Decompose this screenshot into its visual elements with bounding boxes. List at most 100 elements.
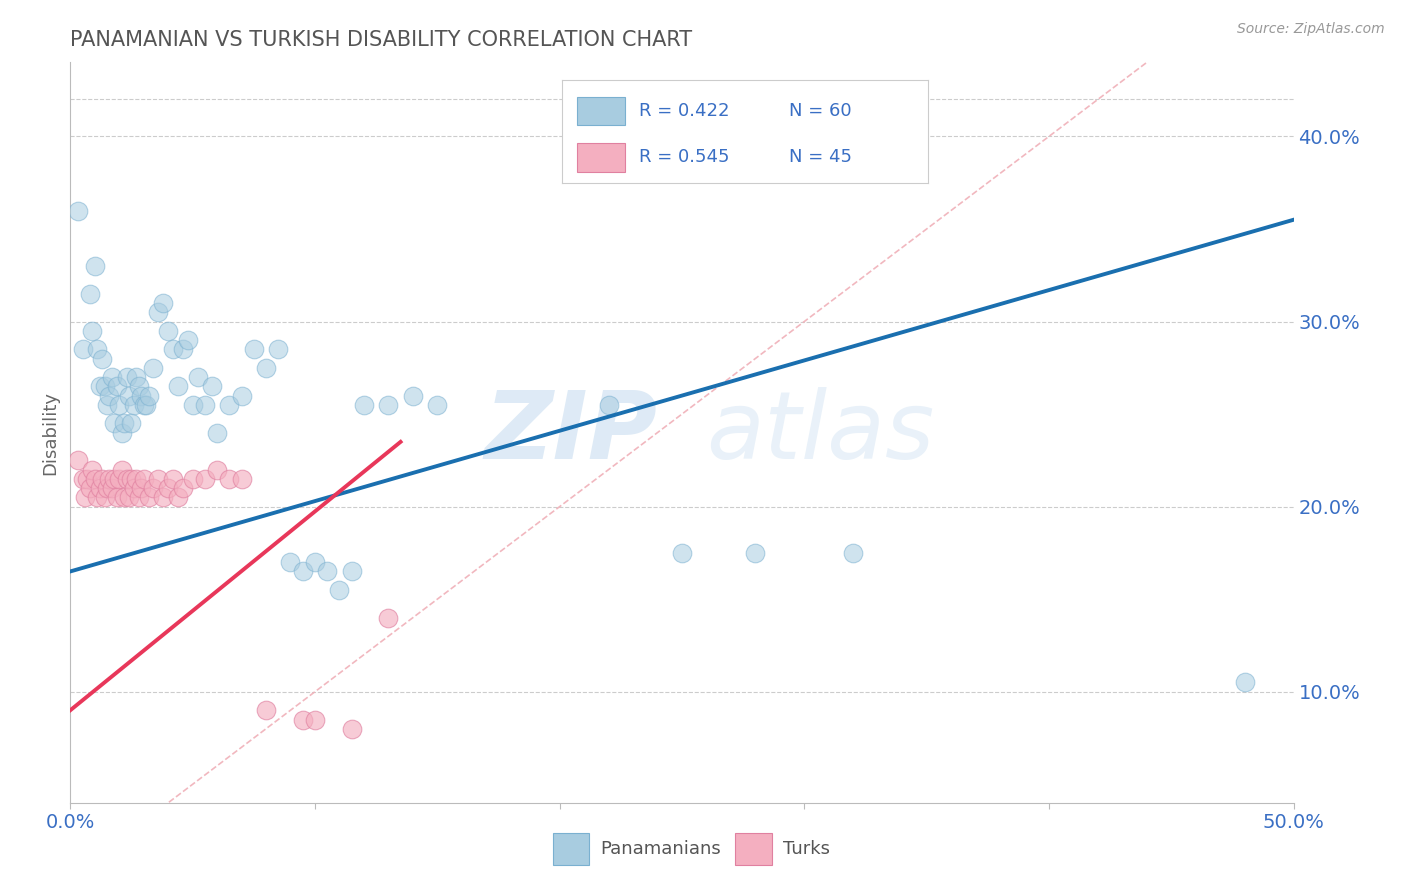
Point: [402, 389, 425, 403]
Point: [108, 472, 131, 486]
Point: [72, 343, 94, 357]
Point: [172, 343, 194, 357]
Point: [135, 398, 157, 412]
Point: [103, 472, 125, 486]
Point: [79, 286, 101, 301]
Point: [91, 472, 114, 486]
Text: N = 45: N = 45: [789, 148, 852, 166]
Y-axis label: Disability: Disability: [41, 391, 59, 475]
Point: [93, 491, 115, 505]
Point: [181, 472, 204, 486]
Point: [148, 472, 170, 486]
Point: [186, 370, 208, 384]
Point: [340, 565, 363, 579]
FancyBboxPatch shape: [553, 833, 589, 865]
Point: [112, 417, 135, 431]
Point: [86, 491, 108, 505]
Point: [115, 472, 138, 486]
Point: [121, 417, 143, 431]
Point: [201, 379, 224, 393]
Point: [121, 472, 143, 486]
Point: [254, 360, 277, 375]
Point: [86, 343, 108, 357]
Point: [205, 462, 228, 476]
Point: [231, 472, 253, 486]
Point: [83, 259, 105, 273]
Point: [152, 491, 174, 505]
Point: [148, 305, 170, 319]
Point: [194, 398, 217, 412]
Point: [111, 425, 134, 440]
Point: [105, 379, 128, 393]
Point: [328, 582, 350, 597]
Point: [598, 398, 620, 412]
Point: [426, 398, 449, 412]
Point: [291, 565, 314, 579]
Point: [138, 491, 160, 505]
Point: [118, 389, 141, 403]
Point: [194, 472, 217, 486]
Point: [162, 343, 184, 357]
Text: R = 0.422: R = 0.422: [640, 102, 730, 120]
Point: [72, 472, 94, 486]
Point: [671, 546, 693, 560]
Point: [157, 481, 180, 495]
Point: [79, 481, 101, 495]
Point: [304, 555, 326, 569]
Point: [142, 481, 165, 495]
Point: [353, 398, 375, 412]
Text: R = 0.545: R = 0.545: [640, 148, 730, 166]
Point: [98, 389, 121, 403]
Point: [76, 472, 98, 486]
Point: [128, 491, 150, 505]
Point: [96, 398, 118, 412]
Point: [205, 425, 228, 440]
Point: [89, 379, 111, 393]
Point: [115, 370, 138, 384]
Point: [105, 491, 128, 505]
Point: [132, 398, 155, 412]
Point: [101, 370, 124, 384]
Point: [89, 481, 111, 495]
Point: [101, 481, 124, 495]
Point: [66, 203, 89, 218]
Text: N = 60: N = 60: [789, 102, 852, 120]
FancyBboxPatch shape: [576, 143, 624, 171]
Point: [377, 610, 399, 624]
Point: [122, 481, 145, 495]
Text: PANAMANIAN VS TURKISH DISABILITY CORRELATION CHART: PANAMANIAN VS TURKISH DISABILITY CORRELA…: [70, 29, 692, 50]
Point: [316, 565, 339, 579]
Point: [93, 379, 115, 393]
Point: [280, 555, 302, 569]
Point: [129, 481, 152, 495]
Point: [108, 398, 131, 412]
Point: [111, 462, 134, 476]
Point: [181, 398, 204, 412]
Point: [152, 296, 174, 310]
Point: [167, 491, 190, 505]
Point: [1233, 675, 1256, 690]
Point: [103, 417, 125, 431]
Text: atlas: atlas: [706, 387, 935, 478]
Point: [340, 722, 363, 736]
Point: [128, 379, 150, 393]
Point: [218, 472, 240, 486]
Point: [172, 481, 194, 495]
Point: [157, 324, 180, 338]
Point: [112, 491, 135, 505]
FancyBboxPatch shape: [576, 96, 624, 126]
Point: [66, 453, 89, 467]
FancyBboxPatch shape: [735, 833, 772, 865]
Point: [243, 343, 266, 357]
Text: Turks: Turks: [783, 840, 830, 858]
Text: Source: ZipAtlas.com: Source: ZipAtlas.com: [1237, 22, 1385, 37]
Point: [231, 389, 253, 403]
Point: [82, 462, 104, 476]
Text: Panamanians: Panamanians: [600, 840, 721, 858]
Point: [138, 389, 160, 403]
Point: [218, 398, 240, 412]
Point: [83, 472, 105, 486]
Point: [91, 351, 114, 366]
Text: ZIP: ZIP: [485, 386, 658, 479]
Point: [125, 472, 148, 486]
